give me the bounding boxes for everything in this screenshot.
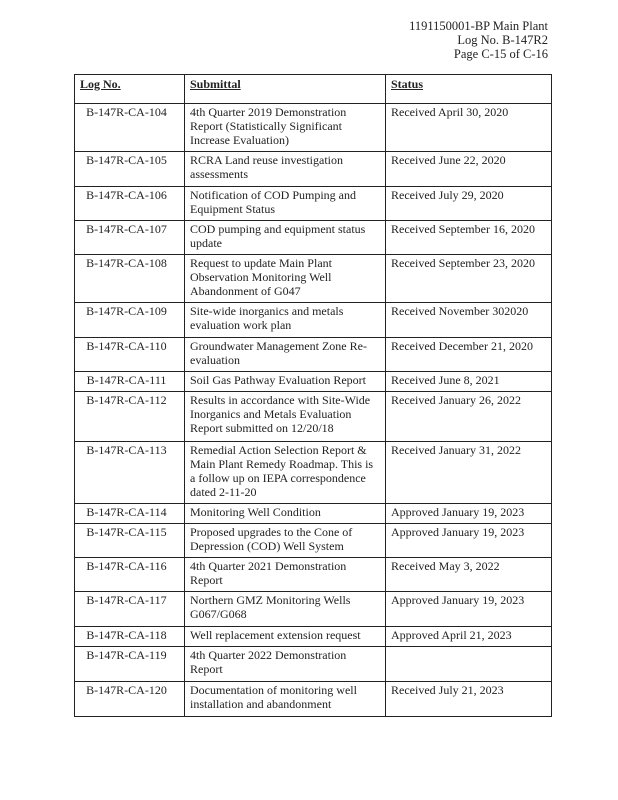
submittal-cell: Proposed upgrades to the Cone of Depress… [184,523,386,558]
column-header-log-no: Log No. [74,74,185,104]
table-row: B-147R-CA-106 Notification of COD Pumping… [74,186,552,221]
submittal-cell: Remedial Action Selection Report & Main … [184,441,386,504]
status-cell: Approved January 19, 2023 [385,503,552,524]
log-no-cell: B-147R-CA-120 [74,681,185,717]
status-cell: Approved April 21, 2023 [385,626,552,647]
table-row: B-147R-CA-108 Request to update Main Plan… [74,254,552,303]
submittal-cell: COD pumping and equipment status update [184,220,386,255]
status-cell: Received January 26, 2022 [385,391,552,442]
table-row: B-147R-CA-120 Documentation of monitoring… [74,681,552,717]
log-no-cell: B-147R-CA-118 [74,626,185,647]
log-no-cell: B-147R-CA-110 [74,337,185,372]
log-no-cell: B-147R-CA-114 [74,503,185,524]
status-cell: Received September 23, 2020 [385,254,552,303]
submittal-cell: Results in accordance with Site-Wide Ino… [184,391,386,442]
table-row: B-147R-CA-113 Remedial Action Selection R… [74,441,552,504]
log-no-cell: B-147R-CA-109 [74,302,185,338]
table-row: B-147R-CA-117 Northern GMZ Monitoring Wel… [74,591,552,627]
table-row: B-147R-CA-107 COD pumping and equipment s… [74,220,552,255]
submittal-cell: Well replacement extension request [184,626,386,647]
log-no-cell: B-147R-CA-105 [74,151,185,187]
table-row: B-147R-CA-105 RCRA Land reuse investigati… [74,151,552,187]
column-header-status: Status [385,74,552,104]
log-no-cell: B-147R-CA-106 [74,186,185,221]
log-no-cell: B-147R-CA-107 [74,220,185,255]
submittal-cell: Monitoring Well Condition [184,503,386,524]
table-row: B-147R-CA-118 Well replacement extension … [74,626,552,647]
submittal-cell: Notification of COD Pumping and Equipmen… [184,186,386,221]
status-cell: Received May 3, 2022 [385,557,552,592]
submittal-cell: RCRA Land reuse investigation assessment… [184,151,386,187]
log-no-cell: B-147R-CA-117 [74,591,185,627]
log-no-cell: B-147R-CA-112 [74,391,185,442]
status-cell: Received January 31, 2022 [385,441,552,504]
page-number: Page C-15 of C-16 [453,47,548,61]
status-cell: Approved January 19, 2023 [385,591,552,627]
submittal-cell: Site-wide inorganics and metals evaluati… [184,302,386,338]
log-no-cell: B-147R-CA-119 [74,646,185,682]
log-no-cell: B-147R-CA-111 [74,371,185,392]
facility-id: 1191150001-BP Main Plant [409,19,548,33]
submittal-cell: 4th Quarter 2019 Demonstration Report (S… [184,103,386,152]
table-row: B-147R-CA-110 Groundwater Management Zone… [74,337,552,372]
submittal-cell: Northern GMZ Monitoring Wells G067/G068 [184,591,386,627]
column-header-submittal: Submittal [184,74,386,104]
log-no-cell: B-147R-CA-108 [74,254,185,303]
table-row: B-147R-CA-109 Site-wide inorganics and me… [74,302,552,338]
table-row: B-147R-CA-112 Results in accordance with … [74,391,552,442]
status-cell: Received November 302020 [385,302,552,338]
status-cell: Received June 22, 2020 [385,151,552,187]
table-row: B-147R-CA-115 Proposed upgrades to the C… [74,523,552,558]
submittal-cell: Groundwater Management Zone Re-evaluatio… [184,337,386,372]
status-cell: Received June 8, 2021 [385,371,552,392]
table-header-row: Log No. Submittal Status [74,74,552,104]
page-header: 1191150001-BP Main Plant Log No. B-147R2… [409,19,548,61]
status-cell: Received July 29, 2020 [385,186,552,221]
table-row: B-147R-CA-111 Soil Gas Pathway Evaluation… [74,371,552,392]
table-row: B-147R-CA-116 4th Quarter 2021 Demonstrat… [74,557,552,592]
submittal-cell: Request to update Main Plant Observation… [184,254,386,303]
status-cell: Approved January 19, 2023 [385,523,552,558]
submittal-cell: 4th Quarter 2022 Demonstration Report [184,646,386,682]
table-row: B-147R-CA-114 Monitoring Well Condition A… [74,503,552,524]
log-no-cell: B-147R-CA-104 [74,103,185,152]
status-cell [385,646,552,682]
log-no-cell: B-147R-CA-115 [74,523,185,558]
submittal-cell: 4th Quarter 2021 Demonstration Report [184,557,386,592]
table-row: B-147R-CA-119 4th Quarter 2022 Demonstrat… [74,646,552,682]
table-row: B-147R-CA-104 4th Quarter 2019 Demonstrat… [74,103,552,152]
submittal-cell: Documentation of monitoring well install… [184,681,386,717]
submittal-cell: Soil Gas Pathway Evaluation Report [184,371,386,392]
status-cell: Received July 21, 2023 [385,681,552,717]
status-cell: Received September 16, 2020 [385,220,552,255]
status-cell: Received April 30, 2020 [385,103,552,152]
log-no-cell: B-147R-CA-116 [74,557,185,592]
status-cell: Received December 21, 2020 [385,337,552,372]
log-no-cell: B-147R-CA-113 [74,441,185,504]
log-number: Log No. B-147R2 [457,33,548,47]
submittal-log-table: Log No. Submittal Status B-147R-CA-104 4t… [74,74,552,717]
